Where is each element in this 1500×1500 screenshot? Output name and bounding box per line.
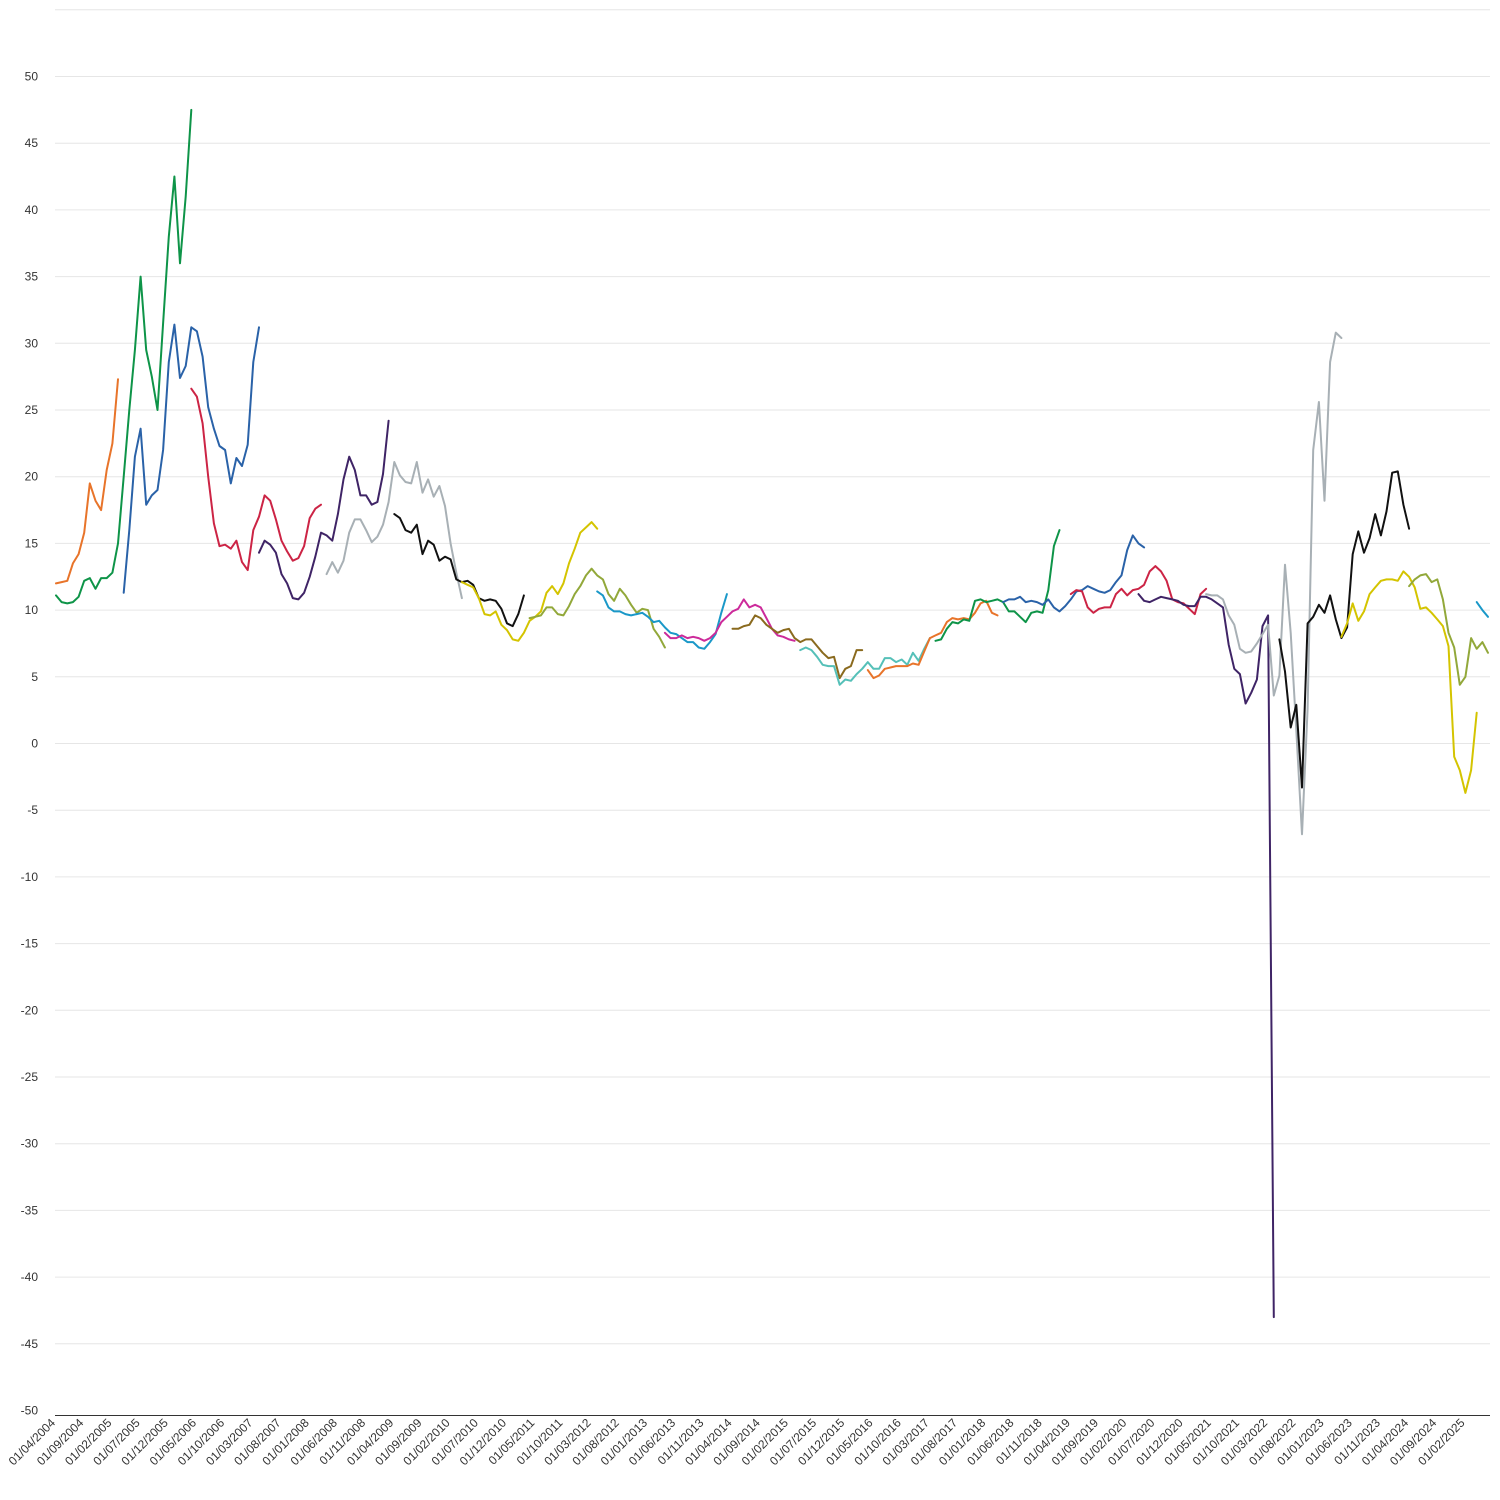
series-line (731, 614, 864, 680)
series-line (866, 599, 999, 680)
series-line (1475, 601, 1489, 618)
y-tick-label: -40 (21, 1270, 39, 1284)
series-line (663, 598, 796, 642)
y-tick-label: 0 (31, 737, 38, 751)
series-line (1340, 570, 1478, 794)
y-tick-label: 30 (25, 336, 39, 350)
series-line (1205, 331, 1343, 836)
y-tick-label: -15 (21, 937, 39, 951)
series-line (528, 567, 666, 649)
y-tick-label: 35 (25, 270, 39, 284)
series-line (596, 590, 728, 650)
series-line (1137, 593, 1275, 1319)
y-tick-label: -35 (21, 1203, 39, 1217)
y-tick-label: -30 (21, 1137, 39, 1151)
series-line (460, 521, 599, 642)
y-tick-label: 15 (25, 536, 39, 550)
y-tick-label: -10 (21, 870, 39, 884)
grid-lines (55, 9, 1490, 1345)
y-tick-label: -5 (27, 803, 38, 817)
series-line (325, 461, 463, 600)
y-tick-label: 5 (31, 670, 38, 684)
series-line (799, 637, 931, 686)
y-axis-tick-labels: 50454035302520151050-5-10-15-20-25-30-35… (21, 70, 39, 1418)
series-line (122, 323, 260, 594)
y-tick-label: 50 (25, 70, 39, 84)
y-tick-label: -45 (21, 1337, 39, 1351)
series-line (1408, 573, 1489, 686)
y-tick-label: 45 (25, 136, 39, 150)
x-axis-tick-labels: 01/04/200401/09/200401/02/200501/07/2005… (6, 1415, 1468, 1468)
y-tick-label: -25 (21, 1070, 39, 1084)
y-tick-label: 25 (25, 403, 39, 417)
y-tick-label: 10 (25, 603, 39, 617)
series-line (190, 387, 322, 572)
series-line (1002, 534, 1146, 613)
series-line (55, 108, 193, 605)
series-lines (55, 108, 1489, 1319)
series-line (1278, 470, 1411, 789)
series-line (1069, 565, 1208, 616)
y-tick-label: -50 (21, 1404, 39, 1418)
series-line (393, 513, 525, 628)
series-line (55, 378, 119, 585)
y-tick-label: -20 (21, 1003, 39, 1017)
y-tick-label: 20 (25, 470, 39, 484)
series-line (258, 419, 390, 601)
series-line (934, 529, 1061, 642)
y-tick-label: 40 (25, 203, 39, 217)
